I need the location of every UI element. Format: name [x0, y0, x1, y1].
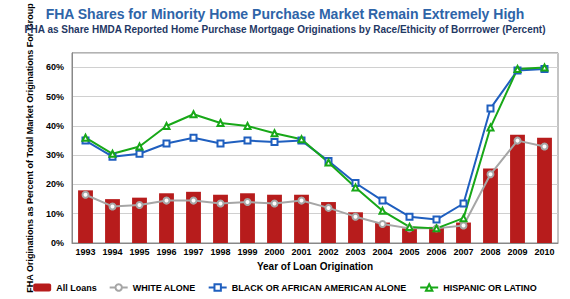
svg-text:2007: 2007 — [453, 247, 473, 257]
svg-text:Year of Loan Origination: Year of Loan Origination — [257, 261, 373, 272]
svg-text:2006: 2006 — [426, 247, 446, 257]
svg-text:WHITE ALONE: WHITE ALONE — [133, 283, 196, 293]
svg-text:2010: 2010 — [534, 247, 554, 257]
svg-text:All Loans: All Loans — [56, 283, 97, 293]
svg-text:2004: 2004 — [372, 247, 392, 257]
svg-text:1997: 1997 — [183, 247, 203, 257]
svg-text:60%: 60% — [46, 62, 64, 72]
svg-text:40%: 40% — [46, 121, 64, 131]
svg-text:10%: 10% — [46, 209, 64, 219]
svg-text:HISPANIC OR LATINO: HISPANIC OR LATINO — [443, 283, 537, 293]
svg-text:2000: 2000 — [264, 247, 284, 257]
svg-text:1999: 1999 — [237, 247, 257, 257]
svg-text:2001: 2001 — [291, 247, 311, 257]
svg-text:BLACK OR AFRICAN AMERICAN ALON: BLACK OR AFRICAN AMERICAN ALONE — [232, 283, 407, 293]
svg-text:0%: 0% — [51, 238, 64, 248]
svg-text:2003: 2003 — [345, 247, 365, 257]
svg-text:1995: 1995 — [129, 247, 149, 257]
svg-text:2009: 2009 — [507, 247, 527, 257]
svg-text:FHA Shares for Minority Home P: FHA Shares for Minority Home Purchase Ma… — [46, 6, 525, 22]
svg-text:50%: 50% — [46, 92, 64, 102]
svg-text:2008: 2008 — [480, 247, 500, 257]
svg-text:1993: 1993 — [75, 247, 95, 257]
svg-text:20%: 20% — [46, 179, 64, 189]
svg-text:FHA as Share HMDA Reported Hom: FHA as Share HMDA Reported Home Purchase… — [24, 24, 545, 35]
svg-text:1996: 1996 — [156, 247, 176, 257]
svg-text:1994: 1994 — [102, 247, 122, 257]
svg-text:FHA Originations as Percent of: FHA Originations as Percent of Total Mar… — [25, 3, 35, 293]
svg-text:1998: 1998 — [210, 247, 230, 257]
svg-text:2002: 2002 — [318, 247, 338, 257]
svg-text:30%: 30% — [46, 150, 64, 160]
svg-text:2005: 2005 — [399, 247, 419, 257]
